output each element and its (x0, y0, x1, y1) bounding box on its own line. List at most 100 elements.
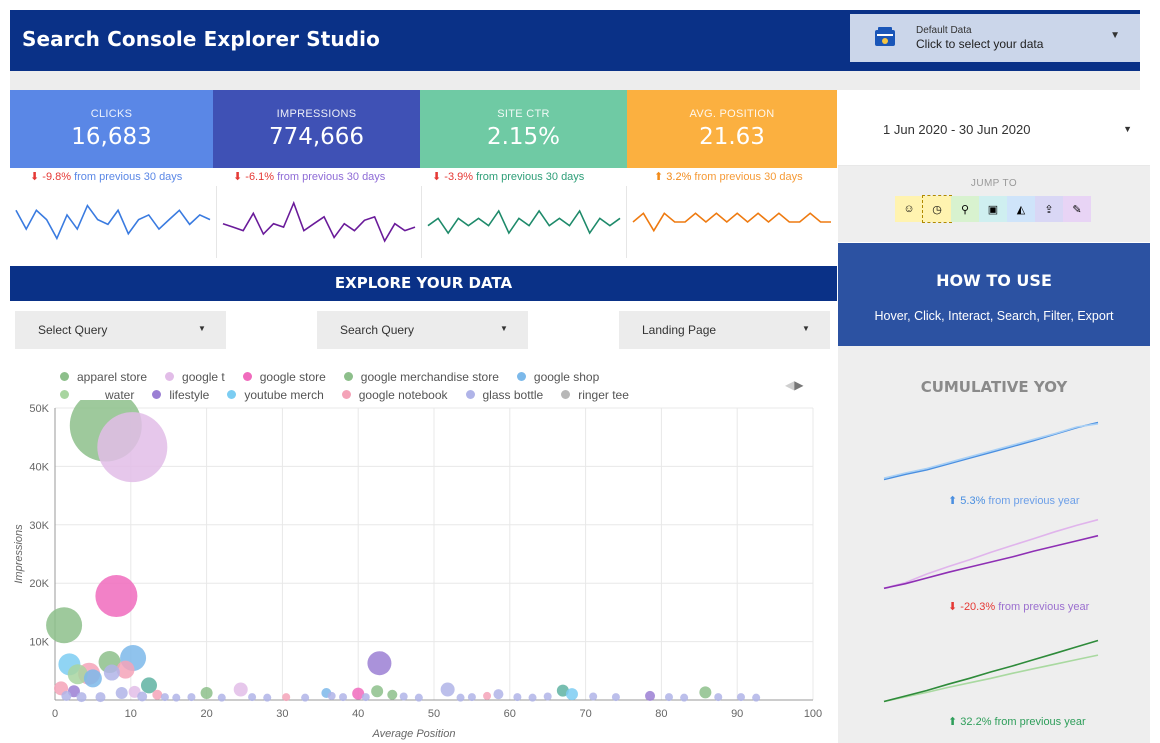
y-tick-label: 50K (29, 403, 49, 415)
data-bubble[interactable] (456, 693, 465, 702)
data-bubble[interactable] (543, 692, 552, 701)
filter-label: Landing Page (642, 323, 717, 337)
data-bubble[interactable] (414, 693, 423, 702)
data-bubble[interactable] (200, 686, 213, 699)
data-bubble[interactable] (664, 693, 673, 702)
data-bubble[interactable] (467, 693, 476, 702)
arrow-down-icon: ⬇ (30, 171, 40, 183)
data-bubble[interactable] (301, 693, 310, 702)
yoy-series-line (883, 639, 1099, 703)
data-bubble[interactable] (611, 693, 620, 702)
legend-item[interactable]: glass bottle (465, 388, 544, 402)
sparkline-site-ctr[interactable] (422, 186, 627, 258)
data-bubble[interactable] (339, 693, 348, 702)
landscape-icon[interactable]: ◭ (1007, 196, 1035, 222)
x-tick-label: 70 (579, 708, 591, 720)
edit-icon[interactable]: ✎ (1063, 196, 1091, 222)
kpi-avg-position[interactable]: AVG. POSITION 21.63 (627, 90, 837, 168)
data-bubble[interactable] (493, 689, 504, 700)
data-bubble[interactable] (152, 689, 163, 700)
data-bubble[interactable] (282, 693, 291, 702)
select-query-dropdown[interactable]: Select Query ▼ (15, 311, 226, 349)
change-text: from previous 30 days (473, 171, 585, 183)
data-bubble[interactable] (699, 686, 712, 699)
data-bubble[interactable] (95, 575, 138, 618)
data-bubble[interactable] (97, 412, 168, 483)
data-bubble[interactable] (327, 691, 336, 700)
caret-down-icon: ▼ (1123, 124, 1132, 134)
data-bubble[interactable] (565, 688, 578, 701)
data-bubble[interactable] (187, 693, 196, 702)
data-bubble[interactable] (248, 693, 257, 702)
data-bubble[interactable] (160, 693, 169, 702)
data-bubble[interactable] (83, 669, 102, 688)
legend-item[interactable]: youtube merch (227, 388, 324, 402)
yoy-line-charts[interactable] (838, 346, 1150, 743)
kpi-value: 774,666 (268, 124, 365, 150)
data-bubble[interactable] (116, 660, 135, 679)
legend-item[interactable]: ringer tee (561, 388, 629, 402)
date-range-picker[interactable]: 1 Jun 2020 - 30 Jun 2020 ▼ (838, 90, 1150, 166)
data-bubble[interactable] (172, 693, 181, 702)
arrow-right-icon[interactable]: ▶ (794, 378, 804, 392)
face-icon[interactable]: ☺ (895, 196, 923, 222)
legend-label: glass bottle (482, 388, 544, 402)
legend-item[interactable]: apparel store (60, 370, 147, 384)
sparkline-clicks[interactable] (10, 186, 217, 258)
kpi-impressions[interactable]: IMPRESSIONS 774,666 (213, 90, 420, 168)
legend-item[interactable]: google merchandise store (343, 370, 499, 384)
data-bubble[interactable] (137, 691, 148, 702)
kpi-clicks[interactable]: CLICKS 16,683 (10, 90, 213, 168)
sparkline-impressions[interactable] (217, 186, 422, 258)
data-source-selector[interactable]: Default Data Click to select your data ▼ (850, 14, 1140, 62)
data-source-subtitle: Click to select your data (916, 37, 1044, 51)
data-bubble[interactable] (76, 692, 87, 703)
data-bubble[interactable] (752, 693, 761, 702)
sparkline-avg-position[interactable] (627, 186, 837, 258)
data-bubble[interactable] (399, 692, 408, 701)
data-bubble[interactable] (95, 692, 106, 703)
data-bubble[interactable] (440, 682, 455, 697)
legend-item[interactable]: google shop (516, 370, 599, 384)
data-bubble[interactable] (233, 682, 248, 697)
data-bubble[interactable] (115, 686, 128, 699)
legend-item[interactable]: lifestyle (152, 388, 209, 402)
data-bubble[interactable] (387, 689, 398, 700)
legend-item[interactable]: water (60, 388, 134, 402)
data-bubble[interactable] (61, 690, 72, 701)
landing-page-dropdown[interactable]: Landing Page ▼ (619, 311, 830, 349)
legend-item[interactable]: google notebook (341, 388, 448, 402)
data-bubble[interactable] (680, 693, 689, 702)
data-bubble[interactable] (140, 677, 157, 694)
export-icon[interactable]: ⇪ (1035, 196, 1063, 222)
search-query-dropdown[interactable]: Search Query ▼ (317, 311, 528, 349)
legend-pager[interactable]: ◀▶ (785, 378, 803, 392)
data-bubble[interactable] (103, 664, 120, 681)
image-icon[interactable]: ▣ (979, 196, 1007, 222)
kpi-site-ctr[interactable]: SITE CTR 2.15% (420, 90, 627, 168)
data-bubble[interactable] (645, 690, 656, 701)
data-bubble[interactable] (483, 691, 492, 700)
data-bubble[interactable] (352, 687, 365, 700)
gauge-icon[interactable]: ◷ (922, 195, 952, 223)
data-bubble[interactable] (736, 693, 745, 702)
yoy-series-line (883, 654, 1099, 703)
legend-item[interactable]: google t (165, 370, 225, 384)
data-bubble[interactable] (589, 692, 598, 701)
x-tick-label: 90 (731, 708, 743, 720)
data-bubble[interactable] (46, 607, 83, 644)
map-pin-icon[interactable]: ⚲ (951, 196, 979, 222)
data-bubble[interactable] (217, 693, 226, 702)
arrow-left-icon[interactable]: ◀ (785, 378, 795, 392)
data-bubble[interactable] (556, 684, 569, 697)
data-bubble[interactable] (67, 664, 88, 685)
data-bubble[interactable] (714, 693, 723, 702)
data-bubble[interactable] (361, 693, 370, 702)
impressions-vs-position-bubble-chart[interactable]: 0 10 20 30 40 50 60 70 80 90 100 10K 20K 30K 40K 50K Ave… (10, 400, 837, 743)
data-bubble[interactable] (528, 693, 537, 702)
data-bubble[interactable] (513, 693, 522, 702)
data-bubble[interactable] (367, 651, 392, 676)
data-bubble[interactable] (371, 685, 384, 698)
legend-item[interactable]: google store (242, 370, 326, 384)
data-bubble[interactable] (263, 693, 272, 702)
